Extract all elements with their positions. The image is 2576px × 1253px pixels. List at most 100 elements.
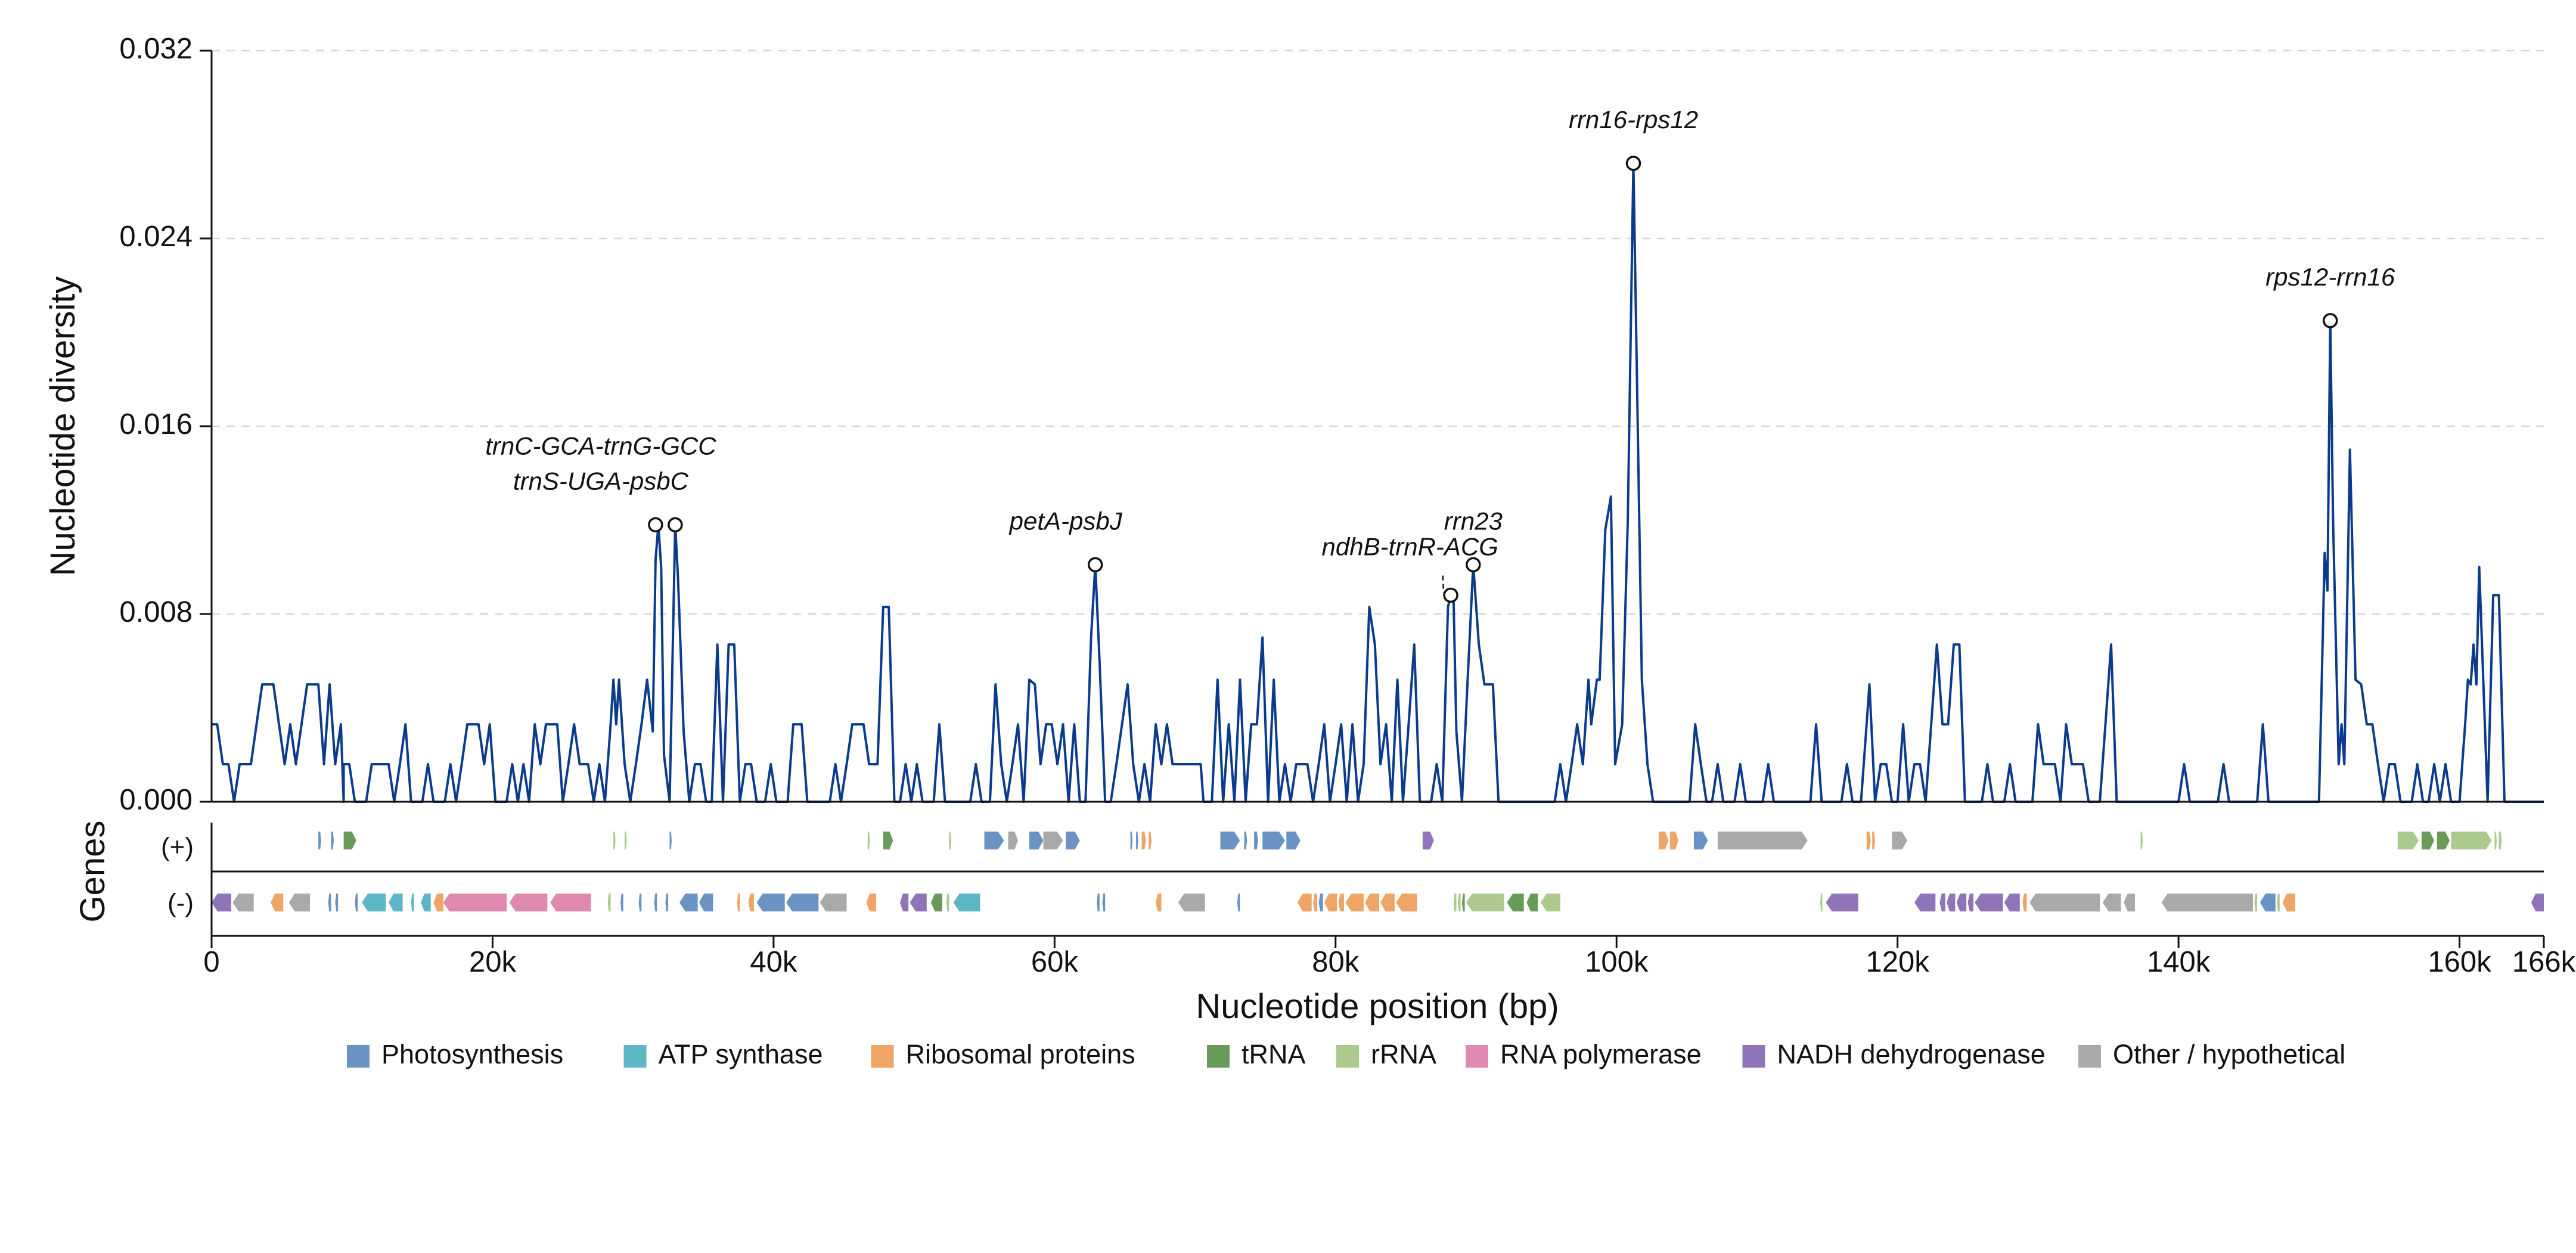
gene-atp	[953, 894, 980, 911]
legend-swatch-rrna	[1336, 1045, 1359, 1068]
gene-trna	[1507, 894, 1524, 911]
legend-label-trna: tRNA	[1242, 1039, 1306, 1069]
gene-ribo	[1380, 894, 1395, 911]
peak-label: trnS-UGA-psbC	[513, 467, 689, 495]
gene-ribo	[1396, 894, 1417, 911]
gene-trna	[2437, 832, 2450, 849]
gene-photo	[786, 894, 819, 911]
y-tick-label: 0.000	[119, 784, 193, 816]
gene-rrna	[949, 832, 952, 849]
annotation-leader	[1442, 575, 1445, 593]
gene-ndh	[1967, 894, 1973, 911]
gene-photo	[1286, 832, 1301, 849]
gene-photo	[1102, 894, 1106, 911]
legend: Photosynthesis ATP synthase Ribosomal prot…	[347, 1039, 2345, 1069]
gene-photo	[984, 832, 1004, 849]
x-tick-label: 40k	[750, 946, 797, 978]
gene-rrna	[867, 832, 870, 849]
x-tick-label: 20k	[469, 946, 517, 978]
gene-atp	[411, 894, 414, 911]
gene-rrna	[1453, 894, 1457, 911]
y-tick-label: 0.024	[119, 221, 193, 253]
diversity-series	[212, 162, 2544, 803]
gene-other	[288, 894, 310, 911]
y-tick-label: 0.016	[119, 408, 193, 441]
gene-photo	[1237, 894, 1240, 911]
gene-other	[2161, 894, 2254, 911]
legend-label-ribo: Ribosomal proteins	[906, 1039, 1135, 1069]
minus-strand-track	[212, 894, 2544, 911]
peak-marker	[1625, 156, 1641, 171]
gene-photo	[1244, 832, 1247, 849]
gene-ribo	[1141, 832, 1146, 849]
gene-ribo	[1156, 894, 1162, 911]
gene-rrna	[2494, 832, 2497, 849]
peak-marker	[1443, 587, 1458, 603]
gene-ribo	[1658, 832, 1669, 849]
gene-photo	[620, 894, 623, 911]
gene-ndh	[1939, 894, 1945, 911]
gene-photo	[355, 894, 358, 911]
grid-lines	[212, 49, 2544, 615]
gene-ribo	[1298, 894, 1312, 911]
gene-photo	[1066, 832, 1080, 849]
gene-photo	[331, 832, 334, 849]
x-tick-label: 160k	[2428, 946, 2491, 978]
gene-photo	[669, 832, 672, 849]
gene-photo	[1029, 832, 1044, 849]
gene-ribo	[1324, 894, 1337, 911]
gene-ribo	[748, 894, 754, 911]
gene-other	[1717, 832, 1808, 849]
peak-label: trnC-GCA-trnG-GCC	[485, 432, 716, 460]
gene-ndh	[212, 894, 231, 911]
peak-label: rps12-rrn16	[2265, 263, 2395, 291]
gene-rrna	[1466, 894, 1504, 911]
gene-atp	[421, 894, 431, 911]
legend-swatch-ndh	[1742, 1045, 1765, 1068]
gene-atp	[389, 894, 403, 911]
peak-annotations: trnC-GCA-trnG-GCC trnS-UGA-psbC petA-psbJ n…	[485, 106, 2395, 603]
gene-ndh	[1947, 894, 1956, 911]
gene-photo	[699, 894, 713, 911]
legend-swatch-photo	[347, 1045, 370, 1068]
gene-trna	[2421, 832, 2435, 849]
gene-rnap	[550, 894, 591, 911]
x-tick-label: 60k	[1031, 946, 1079, 978]
gene-ndh	[2004, 894, 2020, 911]
y-tick-label: 0.032	[119, 33, 193, 65]
gene-rrna	[2499, 832, 2502, 849]
gene-other	[1178, 894, 1205, 911]
y-tick-label: 0.008	[119, 596, 193, 628]
gene-ndh	[1956, 894, 1967, 911]
gene-other	[1892, 832, 1908, 849]
gene-photo	[1693, 832, 1708, 849]
gene-other	[2102, 894, 2121, 911]
y-ticks: 0.000 0.008 0.016 0.024 0.032	[119, 33, 212, 816]
gene-ribo	[433, 894, 443, 911]
gene-photo	[1254, 832, 1259, 849]
x-tick-label: 0	[203, 946, 219, 978]
gene-other	[232, 894, 254, 911]
gene-track-title: Genes	[73, 821, 112, 923]
peak-label: petA-psbJ	[1008, 507, 1123, 535]
gene-rrna	[607, 894, 611, 911]
peak-marker	[668, 517, 683, 533]
gene-photo	[1262, 832, 1285, 849]
plus-strand-label: (+)	[161, 833, 194, 862]
x-ticks: 0 20k 40k 60k 80k 100k 120k 140k 160k 166k	[203, 936, 2576, 978]
gene-atp	[362, 894, 386, 911]
gene-ribo	[1872, 832, 1875, 849]
gene-photo	[335, 894, 339, 911]
gene-photo	[756, 894, 785, 911]
gene-ribo	[737, 894, 740, 911]
gene-photo	[328, 894, 331, 911]
gene-ribo	[1149, 832, 1152, 849]
gene-trna	[1526, 894, 1538, 911]
legend-label-atp: ATP synthase	[659, 1039, 823, 1069]
gene-photo	[654, 894, 657, 911]
gene-rrna	[2277, 894, 2280, 911]
gene-rrna	[2254, 894, 2258, 911]
minus-strand-label: (-)	[167, 889, 194, 918]
peak-marker	[2322, 313, 2338, 328]
